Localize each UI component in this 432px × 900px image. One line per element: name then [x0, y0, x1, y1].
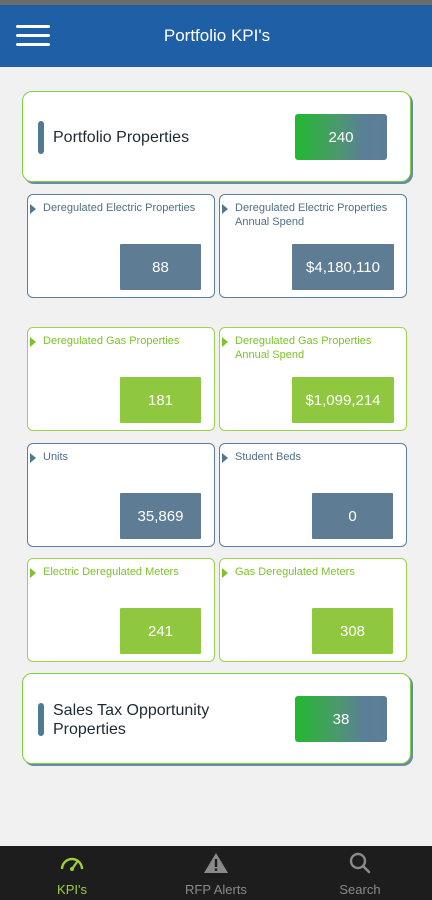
sales-tax-opportunity-card[interactable]: Sales Tax Opportunity Properties 38	[22, 673, 411, 764]
kpi-label: Deregulated Gas Properties Annual Spend	[235, 335, 372, 361]
kpi-value: 35,869	[120, 493, 201, 539]
page-title: Portfolio KPI's	[163, 26, 271, 45]
warning-icon	[204, 853, 228, 873]
nav-item-kpis[interactable]: KPI's	[0, 846, 144, 900]
sales-tax-label: Sales Tax Opportunity Properties	[53, 702, 210, 738]
kpi-value: 88	[120, 244, 201, 290]
kpi-label: Gas Deregulated Meters	[235, 566, 355, 578]
nav-label: KPI's	[57, 882, 87, 897]
kpi-value: 0	[312, 493, 393, 539]
card-accent-bar	[38, 121, 44, 154]
bottom-navigation: KPI's RFP Alerts Search	[0, 846, 432, 900]
kpi-card-student-beds[interactable]: Student Beds 0	[219, 443, 407, 547]
kpi-label: Student Beds	[235, 451, 302, 463]
kpi-card-dereg-gas-properties[interactable]: Deregulated Gas Properties 181	[27, 327, 215, 431]
gauge-icon	[60, 857, 84, 871]
kpi-card-gas-meters[interactable]: Gas Deregulated Meters 308	[219, 558, 407, 662]
app-header: Portfolio KPI's	[0, 5, 432, 67]
triangle-marker-icon	[30, 453, 36, 463]
nav-item-rfp-alerts[interactable]: RFP Alerts	[144, 846, 288, 900]
kpi-label: Deregulated Gas Properties	[43, 335, 180, 347]
kpi-label: Deregulated Electric Properties Annual S…	[235, 202, 388, 228]
search-icon	[349, 852, 371, 874]
kpi-value: 241	[120, 608, 201, 654]
kpi-value: $1,099,214	[292, 377, 394, 423]
triangle-marker-icon	[222, 337, 228, 347]
kpi-card-dereg-electric-spend[interactable]: Deregulated Electric Properties Annual S…	[219, 194, 407, 298]
kpi-label: Electric Deregulated Meters	[43, 566, 179, 578]
kpi-card-electric-meters[interactable]: Electric Deregulated Meters 241	[27, 558, 215, 662]
status-bar	[0, 0, 432, 5]
kpi-card-dereg-gas-spend[interactable]: Deregulated Gas Properties Annual Spend …	[219, 327, 407, 431]
triangle-marker-icon	[222, 204, 228, 214]
triangle-marker-icon	[222, 453, 228, 463]
triangle-marker-icon	[30, 204, 36, 214]
hamburger-menu-icon[interactable]	[16, 25, 50, 47]
portfolio-properties-label: Portfolio Properties	[53, 129, 190, 146]
triangle-marker-icon	[222, 568, 228, 578]
triangle-marker-icon	[30, 337, 36, 347]
sales-tax-value: 38	[295, 696, 387, 742]
kpi-card-dereg-electric-properties[interactable]: Deregulated Electric Properties 88	[27, 194, 215, 298]
kpi-label: Units	[43, 451, 69, 463]
nav-label: RFP Alerts	[185, 882, 247, 897]
card-accent-bar	[38, 703, 44, 736]
kpi-card-units[interactable]: Units 35,869	[27, 443, 215, 547]
kpi-value: 308	[312, 608, 393, 654]
kpi-value: $4,180,110	[292, 244, 394, 290]
portfolio-properties-card[interactable]: Portfolio Properties 240	[22, 91, 411, 182]
nav-label: Search	[339, 882, 381, 897]
portfolio-properties-value: 240	[295, 114, 387, 160]
kpi-label: Deregulated Electric Properties	[43, 202, 196, 214]
nav-item-search[interactable]: Search	[288, 846, 432, 900]
kpi-value: 181	[120, 377, 201, 423]
triangle-marker-icon	[30, 568, 36, 578]
